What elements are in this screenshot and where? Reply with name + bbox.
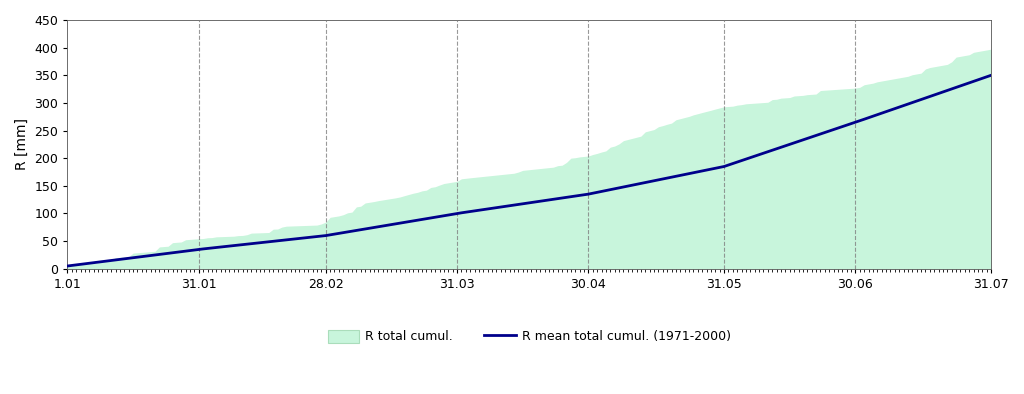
Legend: R total cumul., R mean total cumul. (1971-2000): R total cumul., R mean total cumul. (197… — [323, 325, 736, 348]
Y-axis label: R [mm]: R [mm] — [15, 118, 29, 170]
